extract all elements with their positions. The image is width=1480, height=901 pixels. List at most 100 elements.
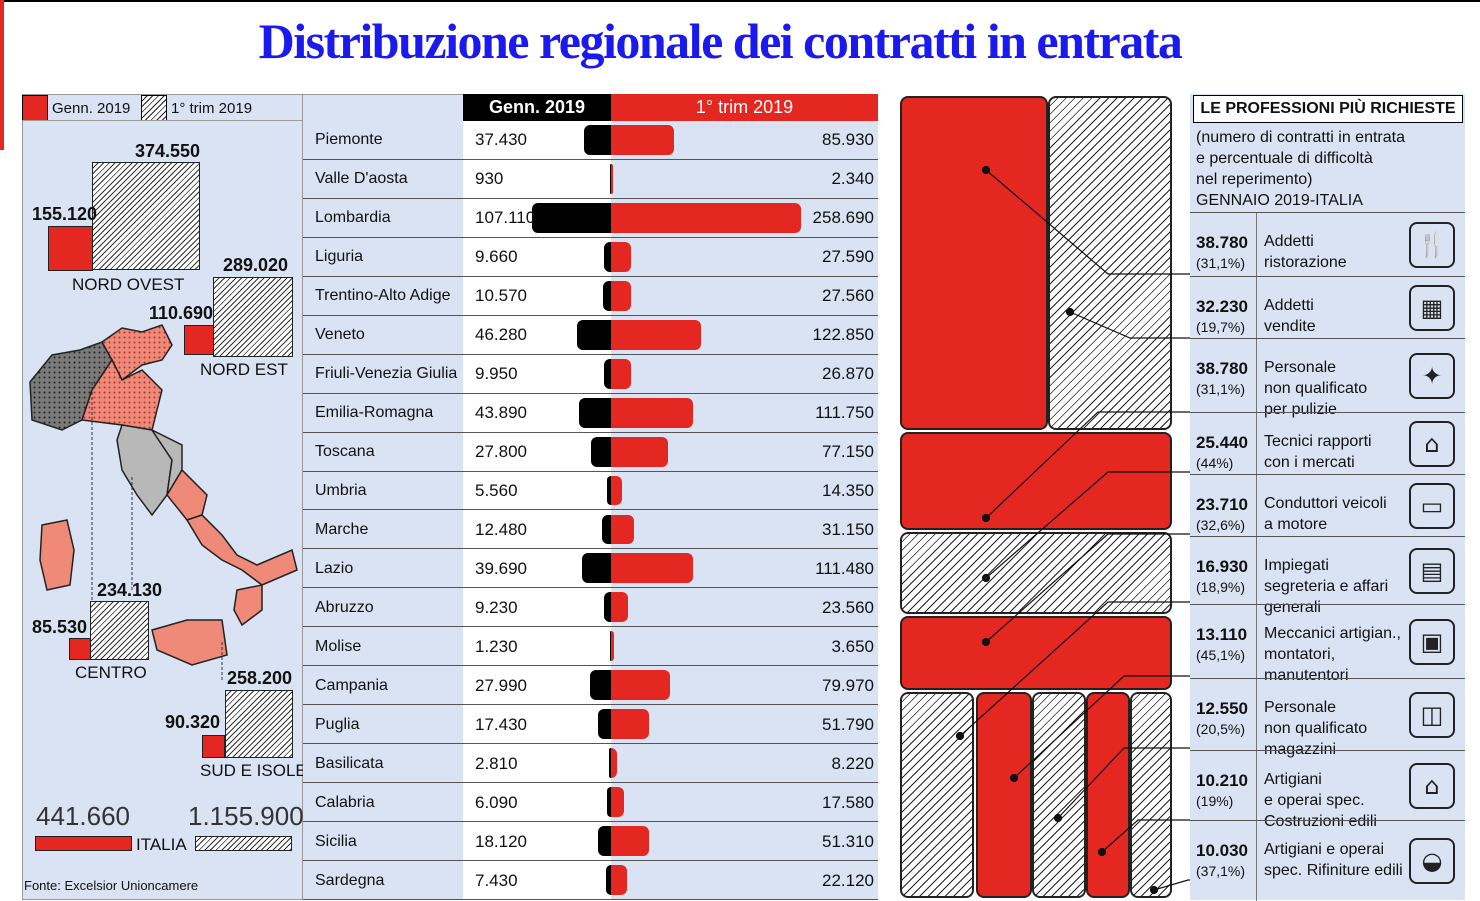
column-divider bbox=[1256, 537, 1257, 605]
centro-label: CENTRO bbox=[75, 663, 147, 682]
bar-genn bbox=[581, 553, 611, 584]
row-divider bbox=[303, 275, 878, 277]
profession-row: 38.780 (31,1%) Personale non qualificato per… bbox=[1190, 338, 1465, 418]
bar-trim bbox=[611, 397, 694, 428]
profession-value: 38.780 bbox=[1196, 359, 1248, 378]
bar-trim bbox=[611, 319, 702, 350]
region-name: Liguria bbox=[315, 248, 364, 266]
treemap-block-vendite bbox=[1048, 96, 1172, 430]
trim-value: 14.350 bbox=[822, 481, 874, 501]
profession-value: 12.550 bbox=[1196, 699, 1248, 718]
region-name: Veneto bbox=[315, 326, 365, 344]
region-name: Piemonte bbox=[315, 131, 383, 149]
sud-genn-value: 90.320 bbox=[165, 712, 221, 732]
region-name: Umbria bbox=[315, 482, 367, 500]
profession-label-line: generali bbox=[1264, 599, 1321, 616]
centro-trim-value: 234.130 bbox=[97, 580, 163, 600]
bar-genn bbox=[605, 865, 611, 895]
italia-genn-bar bbox=[35, 836, 132, 851]
trim-value: 79.970 bbox=[822, 675, 874, 695]
profession-difficulty: (20,5%) bbox=[1196, 721, 1246, 737]
profession-label-line: Personale bbox=[1264, 359, 1337, 376]
profession-label-line: con i mercati bbox=[1264, 454, 1355, 471]
bar-trim bbox=[611, 202, 801, 233]
profession-label-line: Artigiani bbox=[1264, 771, 1322, 788]
profession-label-line: Impiegati bbox=[1264, 557, 1329, 574]
bar-trim bbox=[611, 553, 693, 584]
profession-difficulty: (18,9%) bbox=[1196, 579, 1246, 595]
profession-value: 38.780 bbox=[1196, 233, 1248, 252]
sud-label: SUD E ISOLE bbox=[200, 761, 307, 780]
italia-label: ITALIA bbox=[136, 835, 187, 854]
bus-icon: ▭ bbox=[1409, 483, 1455, 529]
region-name-column bbox=[303, 94, 463, 900]
region-name: Molise bbox=[315, 637, 362, 655]
table-row: Toscana 27.800 77.150 bbox=[303, 433, 878, 472]
column-divider bbox=[1256, 605, 1257, 679]
profession-row: 32.230 (19,7%) Addetti vendite ▦ bbox=[1190, 276, 1465, 339]
legend-swatch-trim bbox=[141, 95, 167, 121]
row-divider bbox=[303, 665, 878, 667]
genn-value: 43.890 bbox=[475, 403, 527, 423]
column-divider bbox=[1256, 751, 1257, 821]
bar-genn bbox=[598, 709, 611, 740]
row-divider bbox=[303, 431, 878, 433]
profession-label-line: non qualificato bbox=[1264, 380, 1368, 397]
edge-marker bbox=[0, 0, 4, 150]
sud-trim-square bbox=[225, 690, 293, 758]
trim-value: 111.480 bbox=[815, 558, 874, 578]
profession-difficulty: (44%) bbox=[1196, 455, 1234, 471]
row-divider bbox=[303, 821, 878, 823]
cash-register-icon: ▦ bbox=[1409, 285, 1455, 331]
house-icon: ⌂ bbox=[1409, 763, 1455, 809]
bar-genn bbox=[601, 514, 611, 545]
table-row: Liguria 9.660 27.590 bbox=[303, 238, 878, 277]
profession-value: 16.930 bbox=[1196, 557, 1248, 576]
bar-trim bbox=[611, 631, 614, 662]
profession-value: 10.210 bbox=[1196, 771, 1248, 790]
genn-value: 46.280 bbox=[475, 325, 527, 345]
bar-genn bbox=[597, 826, 611, 857]
italia-genn-value: 441.660 bbox=[36, 801, 130, 831]
bar-trim bbox=[611, 670, 670, 701]
nordovest-trim-square bbox=[92, 162, 200, 270]
trim-value: 8.220 bbox=[831, 753, 874, 773]
genn-value: 930 bbox=[475, 169, 504, 189]
profession-label-line: Addetti bbox=[1264, 233, 1314, 250]
profession-label-line: non qualificato bbox=[1264, 720, 1368, 737]
profession-label-line: Costruzioni edili bbox=[1264, 813, 1377, 830]
profession-label-line: segreteria e affari bbox=[1264, 578, 1389, 595]
sud-genn-square bbox=[202, 735, 225, 758]
legend-label-trim: 1° trim 2019 bbox=[171, 100, 253, 117]
centro-genn-value: 85.530 bbox=[32, 617, 88, 637]
profession-label-line: e operai spec. bbox=[1264, 792, 1365, 809]
row-divider bbox=[303, 587, 878, 589]
row-divider bbox=[303, 158, 878, 160]
region-name: Lazio bbox=[315, 559, 354, 577]
profession-label-line: Meccanici artigian., bbox=[1264, 625, 1401, 642]
bar-trim bbox=[611, 241, 632, 272]
table-row: Emilia-Romagna 43.890 111.750 bbox=[303, 394, 878, 433]
region-name: Calabria bbox=[315, 793, 375, 811]
table-row: Basilicata 2.810 8.220 bbox=[303, 744, 878, 784]
bar-genn bbox=[578, 397, 611, 428]
profession-label: Addetti ristorazione bbox=[1264, 231, 1347, 273]
row-divider bbox=[303, 236, 878, 238]
profession-label-line: Conduttori veicoli bbox=[1264, 495, 1387, 512]
italia-trim-bar bbox=[195, 836, 292, 851]
table-row: Campania 27.990 79.970 bbox=[303, 666, 878, 706]
profession-value: 23.710 bbox=[1196, 495, 1248, 514]
row-divider bbox=[303, 704, 878, 706]
profession-label-line: Artigiani e operai bbox=[1264, 841, 1385, 858]
professions-treemap bbox=[898, 94, 1174, 900]
genn-value: 27.990 bbox=[475, 675, 527, 695]
column-divider bbox=[1256, 821, 1257, 901]
subtitle-line: nel reperimento) bbox=[1196, 171, 1313, 188]
bar-genn bbox=[606, 787, 611, 818]
trim-column-bg bbox=[611, 121, 878, 900]
table-row: Lombardia 107.110 258.690 bbox=[303, 199, 878, 238]
box-icon: ◫ bbox=[1409, 692, 1455, 738]
table-row: Veneto 46.280 122.850 bbox=[303, 316, 878, 355]
profession-label-line: magazzini bbox=[1264, 741, 1337, 758]
column-divider bbox=[1256, 339, 1257, 413]
